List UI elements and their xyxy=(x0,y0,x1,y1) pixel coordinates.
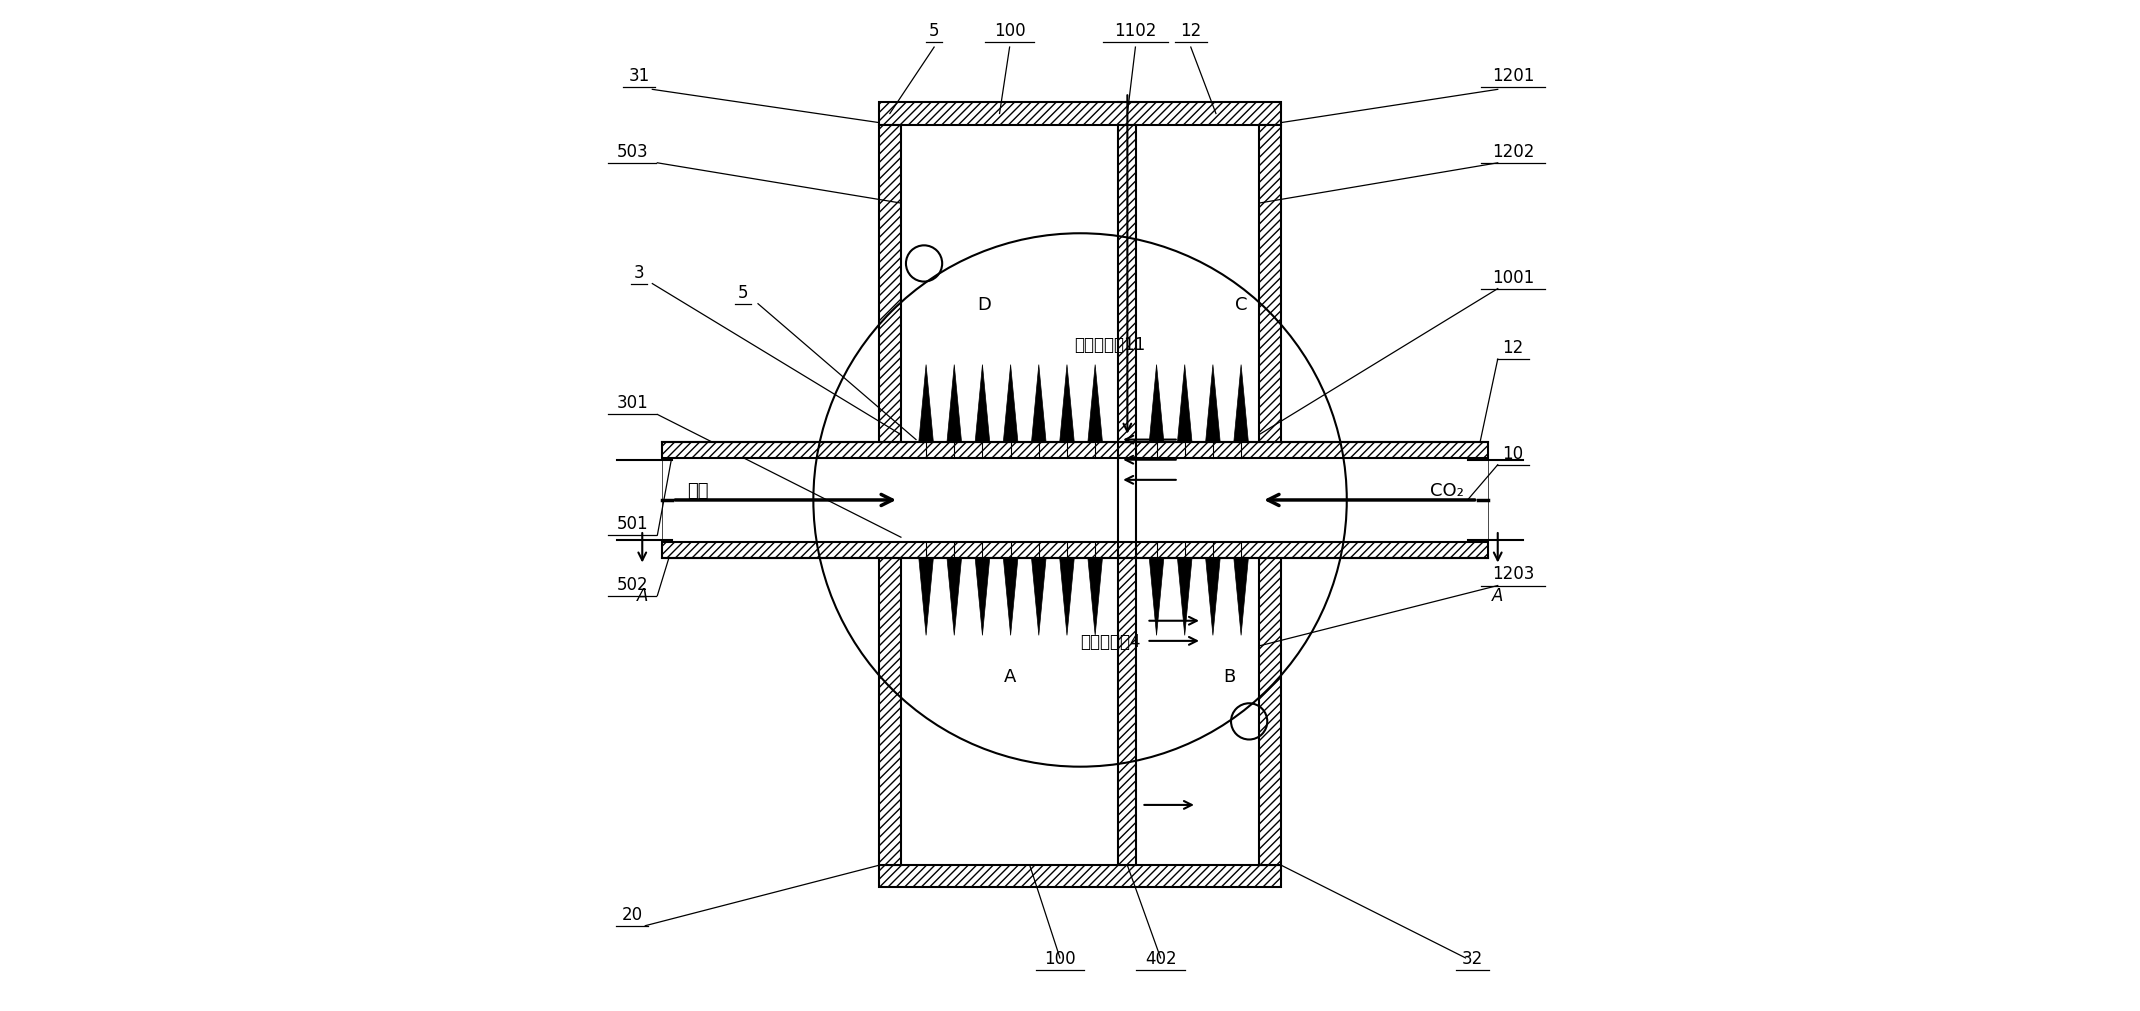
Text: A: A xyxy=(1492,586,1504,604)
Bar xyxy=(663,543,1487,559)
Text: 301: 301 xyxy=(616,394,648,411)
Polygon shape xyxy=(1235,559,1248,636)
Text: 502: 502 xyxy=(616,575,648,592)
Polygon shape xyxy=(1149,365,1164,442)
Bar xyxy=(663,442,1487,458)
Polygon shape xyxy=(1087,365,1102,442)
Bar xyxy=(1258,125,1282,865)
Polygon shape xyxy=(976,559,989,636)
Bar xyxy=(880,125,901,865)
Polygon shape xyxy=(1059,365,1074,442)
Text: 12: 12 xyxy=(1502,339,1524,357)
Text: 503: 503 xyxy=(616,143,648,161)
Text: 100: 100 xyxy=(993,22,1025,39)
Text: 10: 10 xyxy=(1502,444,1524,462)
Bar xyxy=(880,865,1282,888)
Text: 3: 3 xyxy=(633,263,644,281)
Text: 1001: 1001 xyxy=(1492,268,1534,286)
Text: 31: 31 xyxy=(629,67,651,85)
Text: 空气: 空气 xyxy=(687,481,708,499)
Text: 燃料反应器11: 燃料反应器11 xyxy=(1074,336,1145,354)
Polygon shape xyxy=(1031,365,1046,442)
Text: 501: 501 xyxy=(616,515,648,533)
Text: C: C xyxy=(1235,295,1248,313)
Text: 5: 5 xyxy=(929,22,939,39)
Text: 1201: 1201 xyxy=(1492,67,1534,85)
Text: 1102: 1102 xyxy=(1115,22,1156,39)
Polygon shape xyxy=(976,365,989,442)
Polygon shape xyxy=(948,365,961,442)
Text: D: D xyxy=(978,295,991,313)
Text: A: A xyxy=(636,586,648,604)
Text: 12: 12 xyxy=(1179,22,1201,39)
Polygon shape xyxy=(1205,559,1220,636)
Text: 1202: 1202 xyxy=(1492,143,1534,161)
Text: 32: 32 xyxy=(1462,949,1483,967)
Bar xyxy=(880,103,1282,125)
Polygon shape xyxy=(918,365,933,442)
Text: 空气反应器4: 空气反应器4 xyxy=(1081,632,1141,650)
Text: B: B xyxy=(1222,667,1235,685)
Text: 100: 100 xyxy=(1044,949,1076,967)
Text: 20: 20 xyxy=(621,905,642,923)
Text: A: A xyxy=(1004,667,1016,685)
Polygon shape xyxy=(1177,365,1192,442)
Polygon shape xyxy=(948,559,961,636)
Text: 1203: 1203 xyxy=(1492,565,1534,583)
Text: CO₂: CO₂ xyxy=(1430,481,1464,499)
Bar xyxy=(1119,125,1136,442)
Bar xyxy=(1119,559,1136,865)
Polygon shape xyxy=(918,559,933,636)
Polygon shape xyxy=(1059,559,1074,636)
Polygon shape xyxy=(1177,559,1192,636)
Polygon shape xyxy=(1149,559,1164,636)
Text: 5: 5 xyxy=(738,283,749,301)
Polygon shape xyxy=(1205,365,1220,442)
Polygon shape xyxy=(1235,365,1248,442)
Polygon shape xyxy=(1087,559,1102,636)
Polygon shape xyxy=(1004,559,1019,636)
Polygon shape xyxy=(1004,365,1019,442)
Bar xyxy=(663,458,1487,543)
Polygon shape xyxy=(1031,559,1046,636)
Text: 402: 402 xyxy=(1145,949,1177,967)
